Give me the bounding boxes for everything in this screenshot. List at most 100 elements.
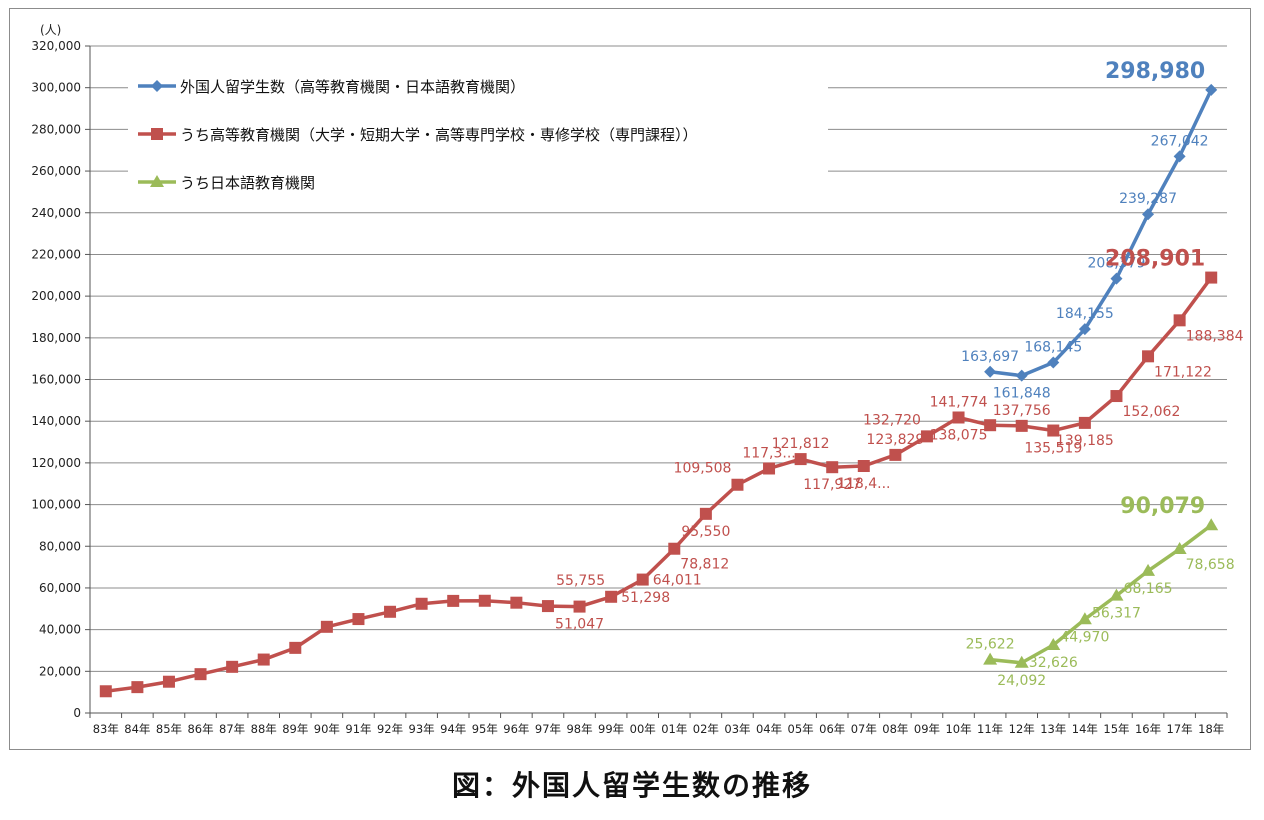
data-label: 44,970 xyxy=(1060,629,1109,645)
x-tick-label: 99年 xyxy=(598,722,624,736)
legend-background xyxy=(128,69,828,201)
data-point-square xyxy=(226,660,239,673)
data-label: 184,155 xyxy=(1056,306,1114,322)
data-label: 32,626 xyxy=(1029,655,1078,671)
data-label: 118,4... xyxy=(837,476,890,492)
data-point-square xyxy=(1047,424,1060,437)
x-tick-label: 95年 xyxy=(472,722,498,736)
data-point-triangle xyxy=(1046,637,1061,650)
legend-label: 外国人留学生数（高等教育機関・日本語教育機関） xyxy=(180,78,525,96)
data-label: 95,550 xyxy=(681,524,730,540)
data-point-square xyxy=(889,448,902,461)
data-label: 25,622 xyxy=(966,637,1015,653)
data-label: 188,384 xyxy=(1186,328,1244,344)
y-axis-unit-label: (人) xyxy=(40,23,61,37)
data-point-square xyxy=(794,453,807,466)
y-tick-label: 20,000 xyxy=(39,664,81,678)
chart-frame: 0 20,000 40,000 60,000 80,000 100,000 120,000 1… xyxy=(9,8,1251,750)
data-point-square xyxy=(1078,416,1091,429)
data-point-square xyxy=(99,685,112,698)
data-point-square xyxy=(699,507,712,520)
x-tick-label: 84年 xyxy=(124,722,150,736)
data-point-square xyxy=(1173,314,1186,327)
data-point-square xyxy=(826,461,839,474)
data-label: 138,075 xyxy=(930,427,988,443)
y-tick-label: 100,000 xyxy=(31,498,81,512)
data-point-triangle xyxy=(1141,563,1156,576)
data-label: 132,720 xyxy=(863,412,921,428)
data-label: 56,317 xyxy=(1092,606,1141,622)
x-tick-label: 13年 xyxy=(1040,722,1066,736)
x-tick-label: 91年 xyxy=(345,722,371,736)
data-label: 171,122 xyxy=(1154,364,1212,380)
data-point-square xyxy=(541,600,554,613)
data-label: 141,774 xyxy=(930,394,988,410)
line-chart: 0 20,000 40,000 60,000 80,000 100,000 120,000 1… xyxy=(31,23,1244,736)
data-point-diamond xyxy=(1015,369,1028,382)
data-point-square xyxy=(952,411,965,424)
series-diamond xyxy=(984,83,1218,382)
y-tick-label: 140,000 xyxy=(31,414,81,428)
x-tick-label: 06年 xyxy=(819,722,845,736)
data-point-square xyxy=(763,462,776,475)
data-point-square xyxy=(289,641,302,654)
legend: 外国人留学生数（高等教育機関・日本語教育機関） うち高等教育機関（大学・短期大学・… xyxy=(128,69,828,201)
x-tick-label: 07年 xyxy=(851,722,877,736)
x-tick-label: 85年 xyxy=(156,722,182,736)
data-point-square xyxy=(636,573,649,586)
data-label: 137,756 xyxy=(993,403,1051,419)
data-point-square xyxy=(447,594,460,607)
data-label: 161,848 xyxy=(993,386,1051,402)
data-label: 78,812 xyxy=(680,557,729,573)
data-point-triangle xyxy=(1109,588,1124,601)
data-point-square xyxy=(605,590,618,603)
legend-label: うち高等教育機関（大学・短期大学・高等専門学校・専修学校（専門課程）） xyxy=(180,126,698,144)
data-point-square xyxy=(573,600,586,613)
data-label: 135,519 xyxy=(1024,441,1082,457)
data-label: 90,079 xyxy=(1120,494,1205,519)
data-label: 24,092 xyxy=(997,673,1046,689)
x-tick-label: 86年 xyxy=(187,722,213,736)
data-point-triangle xyxy=(983,652,998,665)
data-point-triangle xyxy=(1077,612,1092,625)
y-tick-label: 300,000 xyxy=(31,81,81,95)
data-label: 109,508 xyxy=(674,461,732,477)
x-tick-label: 87年 xyxy=(219,722,245,736)
data-point-square xyxy=(1110,390,1123,403)
y-tick-label: 120,000 xyxy=(31,456,81,470)
data-label: 78,658 xyxy=(1186,557,1235,573)
data-label: 117,927 xyxy=(803,477,861,493)
data-point-square xyxy=(194,668,207,681)
data-label: 68,165 xyxy=(1124,581,1173,597)
data-label: 51,298 xyxy=(621,590,670,606)
x-tick-label: 16年 xyxy=(1135,722,1161,736)
legend-label: うち日本語教育機関 xyxy=(180,174,315,192)
x-tick-label: 18年 xyxy=(1198,722,1224,736)
x-tick-label: 97年 xyxy=(535,722,561,736)
data-point-diamond xyxy=(1110,272,1123,285)
data-point-diamond xyxy=(1047,356,1060,369)
data-point-square xyxy=(162,675,175,688)
data-point-square xyxy=(352,613,365,626)
x-tick-label: 12年 xyxy=(1009,722,1035,736)
data-point-square xyxy=(984,419,997,432)
data-label: 163,697 xyxy=(961,349,1019,365)
data-point-triangle xyxy=(150,175,164,187)
data-label: 152,062 xyxy=(1122,404,1180,420)
data-label: 298,980 xyxy=(1105,59,1205,84)
y-tick-label: 80,000 xyxy=(39,539,81,553)
y-tick-label: 220,000 xyxy=(31,247,81,261)
data-label: 139,185 xyxy=(1056,433,1114,449)
x-tick-label: 88年 xyxy=(251,722,277,736)
data-label: 239,287 xyxy=(1119,191,1177,207)
x-tick-label: 11年 xyxy=(977,722,1003,736)
data-point-diamond xyxy=(1142,208,1155,221)
x-tick-label: 10年 xyxy=(945,722,971,736)
x-tick-label: 83年 xyxy=(93,722,119,736)
data-point-triangle xyxy=(1204,518,1219,531)
axes: 0 20,000 40,000 60,000 80,000 100,000 120,000 1… xyxy=(31,23,1228,736)
x-tick-label: 01年 xyxy=(661,722,687,736)
data-point-diamond xyxy=(984,365,997,378)
y-tick-label: 180,000 xyxy=(31,331,81,345)
figure-caption: 図：外国人留学生数の推移 xyxy=(451,769,812,802)
